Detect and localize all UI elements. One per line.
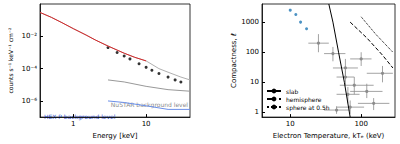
svg-text:10: 10 (142, 120, 151, 128)
svg-text:10: 10 (286, 120, 295, 128)
svg-text:1000: 1000 (241, 18, 259, 26)
svg-text:Electron Temperature, kTₑ (keV: Electron Temperature, kTₑ (keV) (273, 132, 385, 140)
svg-text:100: 100 (354, 120, 367, 128)
svg-text:slab: slab (286, 88, 298, 95)
svg-text:hemisphere: hemisphere (286, 96, 322, 104)
svg-text:1: 1 (71, 120, 75, 128)
svg-text:Energy [keV]: Energy [keV] (92, 132, 137, 140)
svg-text:10: 10 (250, 78, 259, 86)
svg-text:NuSTAR background level: NuSTAR background level (111, 101, 188, 109)
svg-text:10⁻⁶: 10⁻⁶ (22, 97, 38, 105)
svg-text:sphere at 0.5h: sphere at 0.5h (286, 104, 330, 112)
svg-text:10⁻⁴: 10⁻⁴ (22, 65, 38, 73)
svg-text:counts s⁻¹ keV⁻¹ cm⁻²: counts s⁻¹ keV⁻¹ cm⁻² (7, 27, 14, 93)
svg-text:1: 1 (255, 108, 259, 116)
svg-text:HEX-P background level: HEX-P background level (44, 113, 116, 121)
svg-text:Compactness, ℓ: Compactness, ℓ (230, 33, 238, 88)
svg-text:100: 100 (246, 48, 259, 56)
svg-text:10⁻²: 10⁻² (22, 32, 38, 40)
